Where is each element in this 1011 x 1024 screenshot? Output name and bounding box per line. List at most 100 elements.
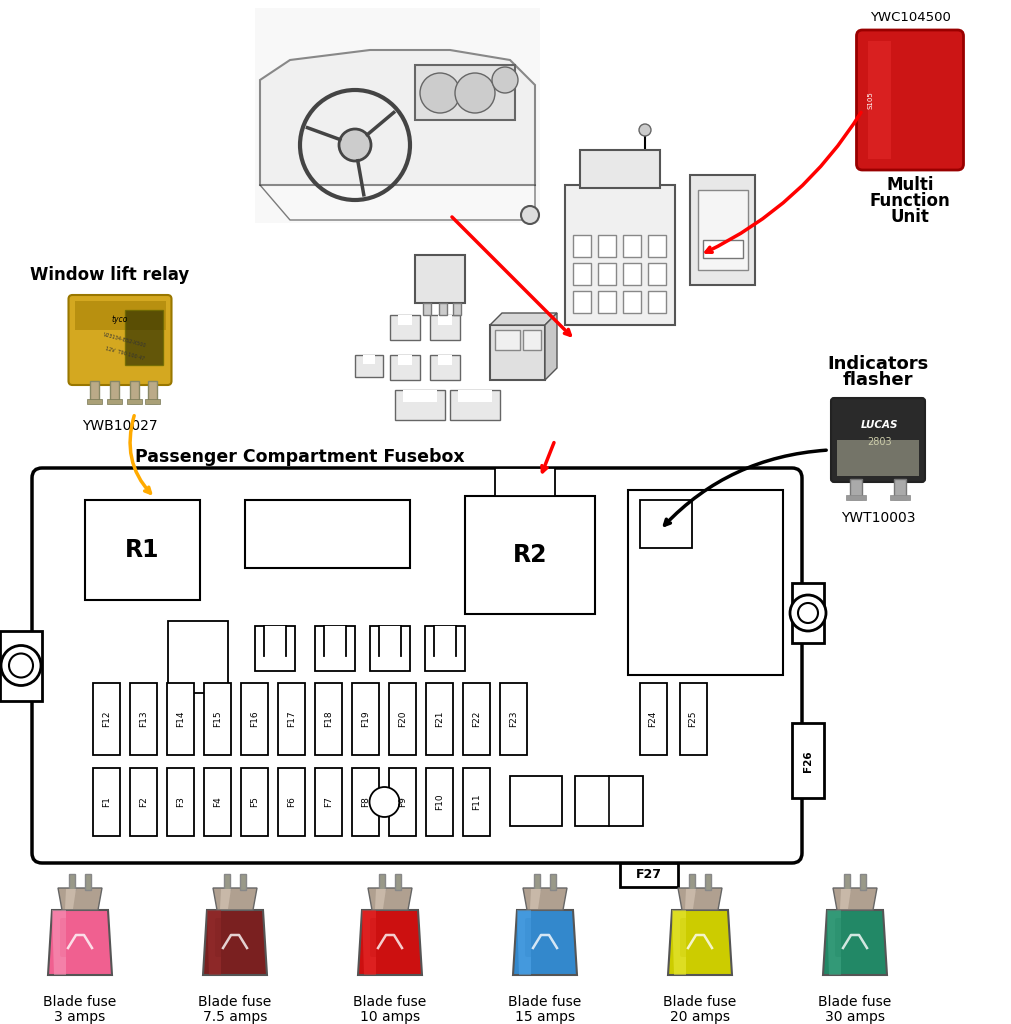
Bar: [224, 874, 229, 890]
Text: Window lift relay: Window lift relay: [30, 266, 190, 284]
Bar: [640, 500, 692, 548]
Circle shape: [492, 67, 518, 93]
Text: F12: F12: [102, 711, 111, 727]
Bar: [648, 234, 666, 257]
Bar: [534, 874, 540, 890]
Text: F13: F13: [139, 711, 148, 727]
Text: F21: F21: [435, 711, 444, 727]
Bar: [867, 41, 892, 159]
Circle shape: [455, 73, 495, 113]
Bar: [598, 263, 616, 285]
Bar: [245, 500, 410, 568]
Bar: [379, 626, 401, 656]
Text: Function: Function: [869, 193, 950, 210]
Bar: [620, 863, 678, 887]
Bar: [403, 390, 437, 402]
Bar: [438, 315, 452, 325]
Bar: [550, 874, 556, 890]
Bar: [167, 683, 194, 755]
Text: F3: F3: [176, 797, 185, 808]
Circle shape: [798, 603, 818, 623]
Bar: [379, 874, 385, 890]
Polygon shape: [678, 888, 722, 910]
FancyBboxPatch shape: [69, 295, 172, 385]
Text: Passenger Compartment Fusebox: Passenger Compartment Fusebox: [135, 449, 465, 466]
Text: 10 amps: 10 amps: [360, 1010, 420, 1024]
Bar: [255, 8, 540, 223]
Text: F16: F16: [250, 711, 259, 727]
Bar: [640, 683, 666, 755]
Bar: [426, 683, 453, 755]
Circle shape: [790, 595, 826, 631]
Text: 20 amps: 20 amps: [670, 1010, 730, 1024]
Bar: [352, 768, 379, 836]
Text: Blade fuse: Blade fuse: [818, 995, 892, 1009]
Bar: [623, 234, 641, 257]
Polygon shape: [523, 888, 567, 910]
Polygon shape: [840, 889, 851, 909]
Bar: [355, 355, 383, 377]
Text: F6: F6: [287, 797, 296, 808]
Bar: [75, 301, 166, 330]
FancyBboxPatch shape: [370, 918, 410, 957]
Text: Blade fuse: Blade fuse: [354, 995, 427, 1009]
FancyBboxPatch shape: [32, 468, 802, 863]
FancyBboxPatch shape: [680, 918, 720, 957]
Bar: [598, 234, 616, 257]
Bar: [623, 291, 641, 313]
Text: F23: F23: [509, 711, 518, 727]
Bar: [598, 291, 616, 313]
Bar: [894, 479, 906, 499]
Bar: [264, 626, 286, 656]
Polygon shape: [823, 910, 887, 975]
Bar: [523, 330, 541, 350]
Text: F15: F15: [213, 711, 222, 727]
Bar: [439, 303, 447, 315]
Bar: [241, 768, 268, 836]
Circle shape: [9, 653, 33, 678]
FancyBboxPatch shape: [835, 918, 875, 957]
Bar: [430, 355, 460, 380]
Text: 7.5 amps: 7.5 amps: [203, 1010, 267, 1024]
Bar: [87, 399, 102, 404]
Polygon shape: [375, 889, 386, 909]
Bar: [0, 631, 42, 700]
Text: F26: F26: [803, 751, 813, 772]
Polygon shape: [833, 888, 877, 910]
Text: R1: R1: [125, 538, 160, 562]
Polygon shape: [368, 888, 412, 910]
FancyBboxPatch shape: [525, 918, 565, 957]
Text: F24: F24: [648, 711, 657, 727]
Bar: [107, 399, 122, 404]
Text: F19: F19: [361, 711, 370, 727]
Bar: [315, 683, 342, 755]
Bar: [93, 768, 120, 836]
Text: F9: F9: [398, 797, 407, 808]
Bar: [890, 495, 910, 500]
Bar: [703, 240, 743, 258]
Polygon shape: [358, 910, 422, 975]
Text: 12V  T90 100 47: 12V T90 100 47: [105, 346, 146, 361]
Bar: [352, 683, 379, 755]
Polygon shape: [668, 910, 732, 975]
FancyBboxPatch shape: [60, 918, 100, 957]
Bar: [85, 500, 200, 600]
Polygon shape: [827, 910, 841, 975]
Bar: [395, 390, 445, 420]
Text: F14: F14: [176, 711, 185, 727]
Text: F22: F22: [472, 711, 481, 727]
Bar: [495, 330, 520, 350]
Bar: [450, 390, 500, 420]
Bar: [278, 768, 305, 836]
Text: F25: F25: [688, 711, 698, 727]
Bar: [390, 355, 420, 380]
Bar: [463, 683, 490, 755]
Bar: [434, 626, 456, 656]
Text: F7: F7: [324, 797, 333, 808]
Bar: [850, 479, 862, 499]
Bar: [241, 683, 268, 755]
Text: F20: F20: [398, 711, 407, 727]
Bar: [792, 583, 824, 643]
Bar: [130, 683, 157, 755]
Bar: [145, 399, 160, 404]
